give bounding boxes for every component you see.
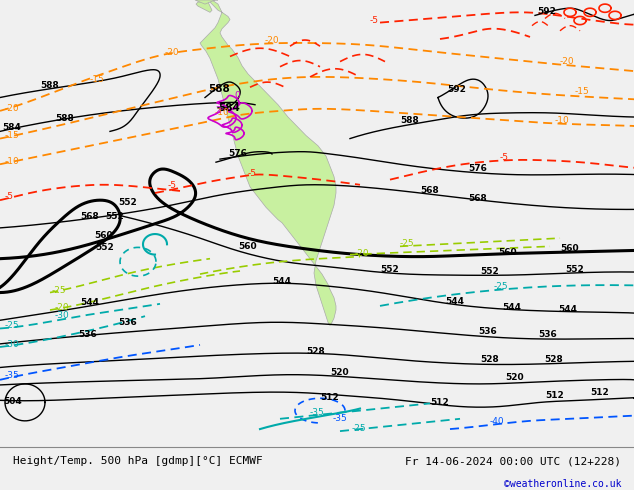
Text: 2: 2 [215, 106, 221, 115]
Text: -35: -35 [333, 414, 348, 423]
Text: 576: 576 [468, 165, 487, 173]
Text: -40: -40 [490, 417, 505, 426]
Text: 568: 568 [420, 186, 439, 195]
Text: -20: -20 [355, 248, 370, 258]
Text: 588: 588 [208, 84, 230, 95]
Text: -20: -20 [265, 36, 280, 45]
Text: -20: -20 [165, 49, 179, 57]
Text: 512: 512 [320, 393, 339, 402]
Text: -20: -20 [5, 104, 20, 113]
Text: -25: -25 [52, 286, 67, 294]
Text: -25: -25 [400, 239, 415, 248]
Text: 552: 552 [565, 265, 584, 274]
Text: -15: -15 [575, 87, 590, 97]
Text: 528: 528 [306, 347, 325, 356]
Text: 560: 560 [560, 245, 579, 253]
Text: 536: 536 [538, 330, 557, 339]
Text: -10: -10 [215, 108, 230, 117]
Text: 552: 552 [95, 244, 113, 252]
Text: 592: 592 [537, 7, 556, 16]
Text: 512: 512 [430, 398, 449, 408]
Text: 520: 520 [505, 373, 524, 382]
Text: -25: -25 [352, 424, 366, 433]
Text: -5: -5 [5, 192, 14, 201]
Text: 536: 536 [118, 318, 137, 327]
Polygon shape [196, 0, 212, 12]
Text: 560: 560 [498, 247, 517, 257]
Text: 584: 584 [2, 123, 21, 132]
Text: 520: 520 [330, 368, 349, 377]
Text: 528: 528 [544, 355, 563, 365]
Text: 504: 504 [3, 397, 22, 406]
Text: 560: 560 [94, 231, 113, 240]
Text: -20: -20 [55, 303, 70, 312]
Text: -25: -25 [5, 321, 20, 330]
Text: 588: 588 [55, 114, 74, 123]
Text: -35: -35 [5, 371, 20, 380]
Text: -15: -15 [5, 130, 20, 140]
Text: Height/Temp. 500 hPa [gdmp][°C] ECMWF: Height/Temp. 500 hPa [gdmp][°C] ECMWF [13, 456, 262, 466]
Text: 544: 544 [445, 297, 464, 306]
Text: 588: 588 [40, 81, 59, 90]
Text: 536: 536 [78, 330, 97, 339]
Polygon shape [195, 0, 218, 4]
Text: -30: -30 [55, 311, 70, 320]
Text: 544: 544 [502, 303, 521, 312]
Text: 568: 568 [80, 212, 99, 220]
Text: -15: -15 [90, 75, 105, 84]
Text: 544: 544 [272, 277, 291, 286]
Polygon shape [200, 0, 336, 325]
Text: 552: 552 [118, 198, 137, 207]
Text: -5: -5 [168, 181, 177, 190]
Text: 552: 552 [105, 212, 124, 220]
Text: -25: -25 [494, 282, 508, 292]
Text: -20: -20 [560, 57, 574, 66]
Text: 512: 512 [590, 388, 609, 397]
Text: 552: 552 [480, 267, 499, 276]
Text: 0: 0 [234, 91, 240, 99]
Text: 592: 592 [447, 85, 466, 95]
Text: 544: 544 [80, 298, 99, 307]
Text: -30: -30 [5, 340, 20, 349]
Text: 544: 544 [558, 305, 577, 314]
Text: -5: -5 [370, 16, 379, 24]
Text: -5: -5 [248, 169, 257, 177]
Text: 552: 552 [380, 265, 399, 274]
Text: 512: 512 [545, 392, 564, 400]
Text: ©weatheronline.co.uk: ©weatheronline.co.uk [504, 479, 621, 490]
Text: -10: -10 [555, 116, 570, 125]
Text: 568: 568 [468, 194, 487, 203]
Text: 588: 588 [400, 116, 418, 125]
Text: -5: -5 [500, 153, 509, 162]
Text: 536: 536 [478, 327, 497, 336]
Text: 576: 576 [228, 149, 247, 158]
Text: 560: 560 [238, 243, 257, 251]
Text: 528: 528 [480, 355, 499, 365]
Text: Fr 14-06-2024 00:00 UTC (12+228): Fr 14-06-2024 00:00 UTC (12+228) [405, 456, 621, 466]
Text: -35: -35 [310, 408, 325, 416]
Text: 584: 584 [218, 103, 240, 113]
Text: -10: -10 [5, 157, 20, 166]
